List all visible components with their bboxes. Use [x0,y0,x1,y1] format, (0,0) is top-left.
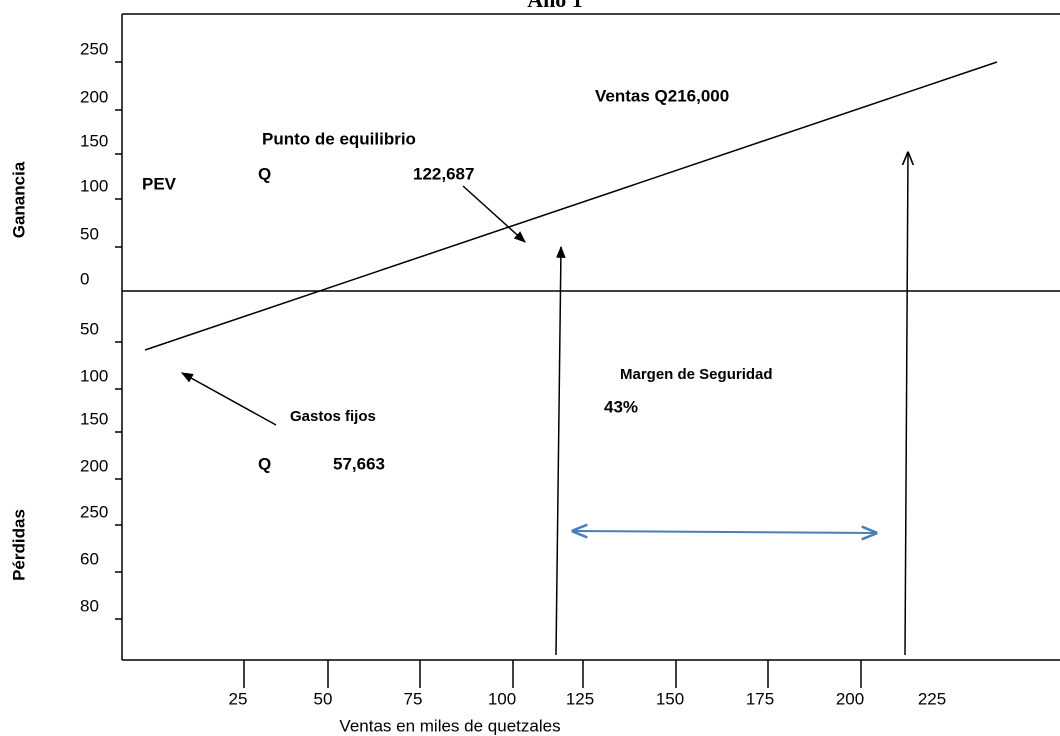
y-tick-label: 100 [80,176,108,195]
chart-title: Año 1 [527,0,583,12]
annotation: 122,687 [413,164,474,183]
annotation: Punto de equilibrio [262,129,416,148]
y-tick-label: 200 [80,87,108,106]
y-tick-label: 200 [80,456,108,475]
annotation: Margen de Seguridad [620,366,773,383]
x-tick-label: 50 [314,689,333,708]
y-tick-label: 150 [80,409,108,428]
y-tick-label: 80 [80,596,99,615]
x-tick-label: 225 [918,689,946,708]
break-even-arrow [462,185,526,243]
y-tick-label: 250 [80,39,108,58]
x-tick-label: 150 [656,689,684,708]
y-title-upper: Ganancia [9,161,28,238]
y-tick-label: 50 [80,319,99,338]
y-tick-label: 250 [80,502,108,521]
annotation: PEV [142,174,177,193]
y-title-lower: Pérdidas [9,509,28,581]
annotation: Q [258,454,271,473]
sales-vertical-arrow [905,153,908,656]
annotation: 57,663 [333,454,385,473]
y-tick-label: 50 [80,224,99,243]
annotation: Ventas Q216,000 [595,86,729,105]
x-tick-label: 125 [566,689,594,708]
x-tick-label: 100 [488,689,516,708]
y-tick-label: 100 [80,366,108,385]
y-tick-label: 150 [80,131,108,150]
x-tick-label: 200 [836,689,864,708]
y-tick-label: 60 [80,549,99,568]
annotation: 43% [604,397,638,416]
annotation: Gastos fijos [290,408,376,425]
x-tick-label: 75 [404,689,423,708]
sales-line [144,61,998,351]
fixed-costs-arrow [180,372,277,426]
safety-margin-arrow [573,531,876,533]
y-tick-label: 0 [80,269,89,288]
x-tick-label: 25 [229,689,248,708]
x-tick-label: 175 [746,689,774,708]
break-even-vertical-arrow [555,245,566,656]
x-title: Ventas en miles de quetzales [339,716,560,735]
annotation: Q [258,164,271,183]
